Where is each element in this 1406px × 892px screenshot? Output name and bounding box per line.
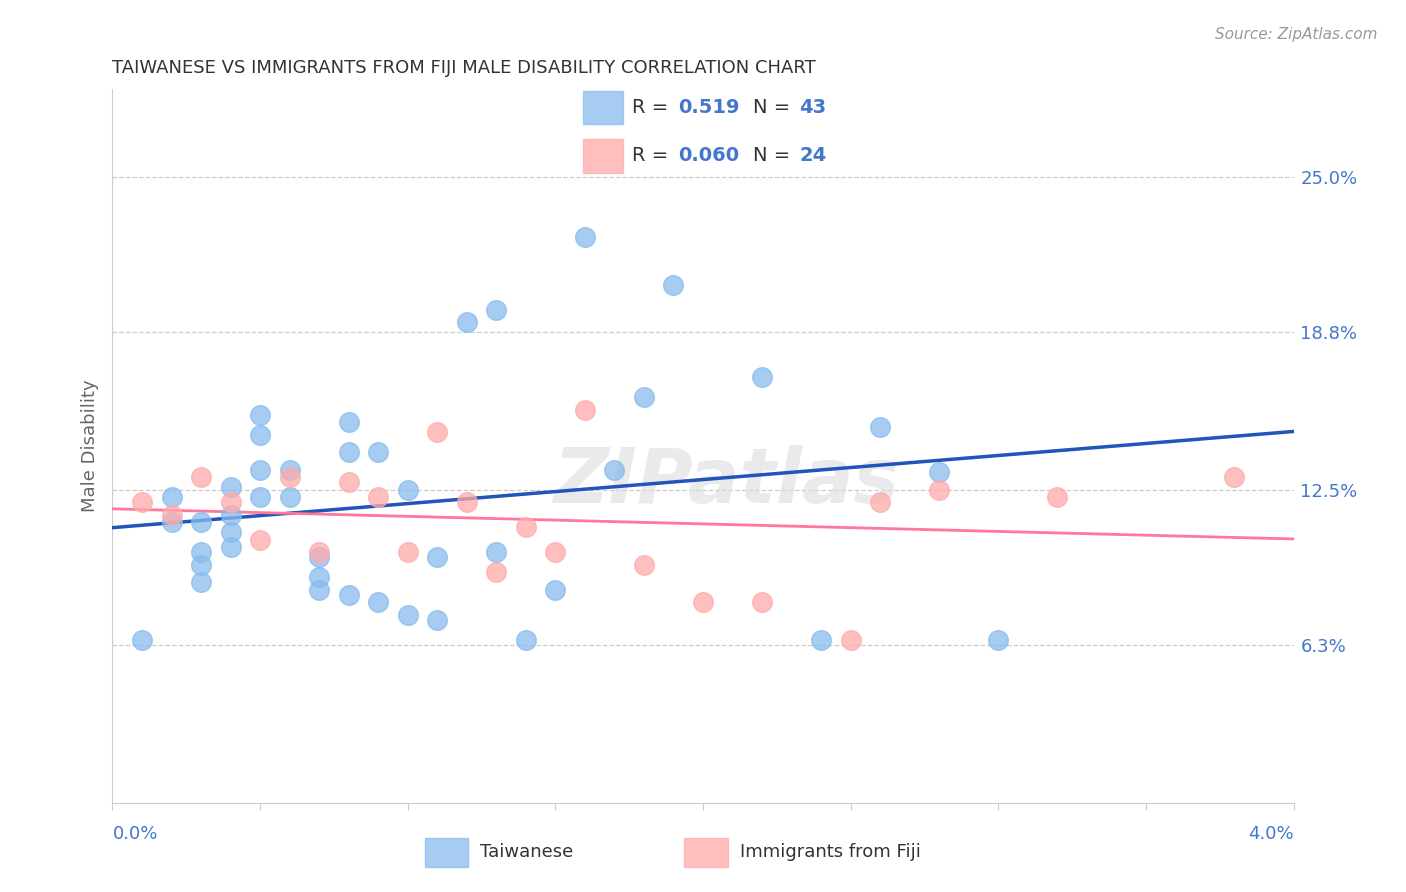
Point [456, 315, 478, 329]
Point [839, 633, 862, 648]
Point [869, 420, 891, 434]
Text: R =: R = [633, 98, 675, 117]
Point [456, 495, 478, 509]
Point [928, 483, 950, 497]
Point [249, 427, 271, 442]
Point [1046, 491, 1069, 505]
Point [633, 390, 655, 404]
Text: Taiwanese: Taiwanese [481, 843, 574, 861]
Point [515, 633, 537, 648]
Point [219, 480, 242, 494]
Point [278, 463, 301, 477]
Point [574, 230, 596, 244]
Point [160, 491, 183, 505]
Point [1223, 470, 1246, 484]
Text: 0.060: 0.060 [679, 146, 740, 165]
Point [869, 495, 891, 509]
Text: 43: 43 [799, 98, 827, 117]
Point [633, 558, 655, 572]
Point [308, 570, 330, 584]
Point [160, 508, 183, 522]
Point [190, 558, 212, 572]
Text: TAIWANESE VS IMMIGRANTS FROM FIJI MALE DISABILITY CORRELATION CHART: TAIWANESE VS IMMIGRANTS FROM FIJI MALE D… [112, 59, 817, 77]
Text: N =: N = [752, 146, 796, 165]
Point [396, 483, 419, 497]
Text: R =: R = [633, 146, 675, 165]
Point [131, 633, 153, 648]
Point [662, 277, 685, 292]
Point [367, 595, 389, 609]
Point [160, 516, 183, 530]
Text: 0.519: 0.519 [679, 98, 740, 117]
Text: N =: N = [752, 98, 796, 117]
Point [692, 595, 714, 609]
Point [426, 550, 449, 565]
Point [249, 408, 271, 422]
Point [987, 633, 1010, 648]
Point [367, 445, 389, 459]
Point [396, 545, 419, 559]
Point [337, 475, 360, 490]
Point [751, 370, 773, 384]
Point [544, 545, 567, 559]
Point [190, 545, 212, 559]
Point [190, 516, 212, 530]
Text: 24: 24 [799, 146, 827, 165]
Point [396, 607, 419, 622]
Point [249, 463, 271, 477]
Point [337, 588, 360, 602]
Point [426, 425, 449, 440]
Point [574, 402, 596, 417]
Point [131, 495, 153, 509]
Point [308, 582, 330, 597]
Point [219, 541, 242, 555]
Point [219, 525, 242, 540]
FancyBboxPatch shape [425, 838, 468, 867]
Point [278, 491, 301, 505]
Point [485, 302, 508, 317]
Point [603, 463, 626, 477]
Point [485, 545, 508, 559]
Point [278, 470, 301, 484]
Point [810, 633, 832, 648]
Text: 0.0%: 0.0% [112, 825, 157, 843]
Point [337, 415, 360, 429]
FancyBboxPatch shape [582, 139, 623, 173]
Y-axis label: Male Disability: Male Disability [80, 380, 98, 512]
Point [249, 491, 271, 505]
Point [544, 582, 567, 597]
Point [928, 465, 950, 479]
Point [337, 445, 360, 459]
Point [219, 495, 242, 509]
Point [308, 545, 330, 559]
Point [515, 520, 537, 534]
Text: Source: ZipAtlas.com: Source: ZipAtlas.com [1215, 27, 1378, 42]
Point [190, 575, 212, 590]
Text: 4.0%: 4.0% [1249, 825, 1294, 843]
Point [308, 550, 330, 565]
Point [485, 566, 508, 580]
Text: ZIPatlas: ZIPatlas [554, 445, 900, 518]
Point [426, 613, 449, 627]
Point [190, 470, 212, 484]
Point [751, 595, 773, 609]
FancyBboxPatch shape [685, 838, 728, 867]
Point [367, 491, 389, 505]
Point [219, 508, 242, 522]
Point [249, 533, 271, 547]
FancyBboxPatch shape [582, 91, 623, 124]
Text: Immigrants from Fiji: Immigrants from Fiji [740, 843, 921, 861]
